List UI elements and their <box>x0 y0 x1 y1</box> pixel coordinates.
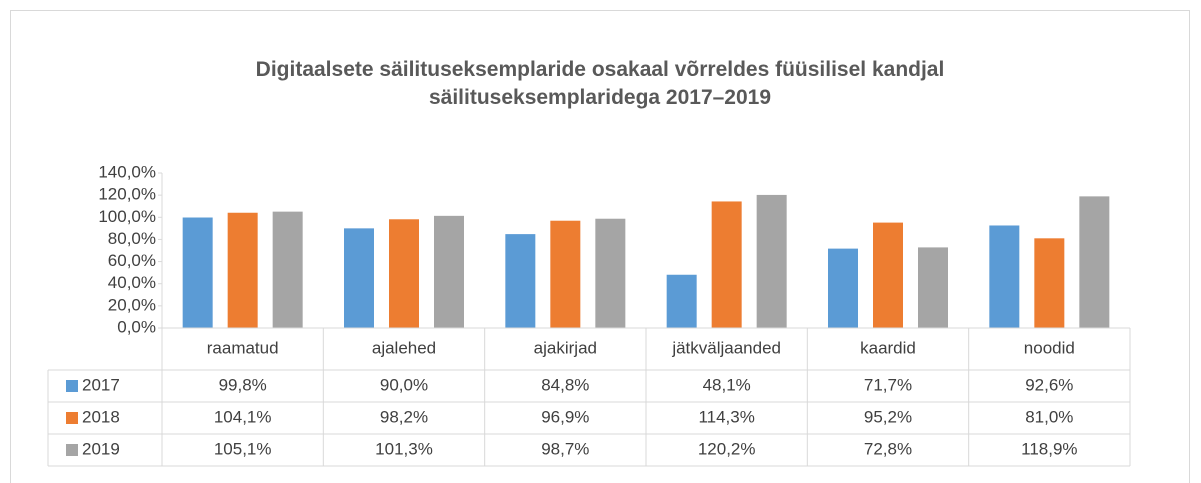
data-table-cell: 84,8% <box>541 375 589 394</box>
bar <box>1079 196 1110 328</box>
y-tick-label: 0,0% <box>117 317 156 336</box>
y-tick-label: 20,0% <box>108 295 156 314</box>
x-tick-label: jätkväljaanded <box>671 338 781 357</box>
bar <box>182 217 213 328</box>
bar <box>434 215 464 328</box>
data-table-cell: 92,6% <box>1025 375 1073 394</box>
data-table-cell: 98,2% <box>380 407 428 426</box>
bar <box>344 228 374 328</box>
legend-label: 2018 <box>82 407 120 426</box>
legend-key <box>66 412 78 424</box>
y-tick-label: 100,0% <box>98 207 156 226</box>
bar <box>711 201 742 328</box>
bar <box>550 220 581 328</box>
legend-label: 2019 <box>82 439 120 458</box>
bar <box>756 194 787 328</box>
chart-title: Digitaalsete säilituseksemplaride osakaa… <box>255 58 945 109</box>
data-table-cell: 81,0% <box>1025 407 1073 426</box>
bar <box>227 212 258 328</box>
bar <box>1034 238 1065 328</box>
data-table-cell: 120,2% <box>698 439 756 458</box>
bar <box>505 234 536 328</box>
legend-key <box>66 444 78 456</box>
x-tick-label: raamatud <box>207 338 279 357</box>
legend-key <box>66 380 78 392</box>
data-table-cell: 118,9% <box>1021 439 1077 458</box>
data-table-cell: 90,0% <box>380 375 428 394</box>
data-table-cell: 95,2% <box>864 407 912 426</box>
bar <box>873 222 903 328</box>
bar <box>595 218 626 328</box>
bar <box>272 211 303 328</box>
x-tick-label: ajakirjad <box>534 338 597 357</box>
chart-border <box>10 10 1190 483</box>
legend-label: 2017 <box>82 375 120 394</box>
y-tick-label: 40,0% <box>108 273 156 292</box>
bar <box>828 248 858 328</box>
bar <box>918 247 948 328</box>
data-table-cell: 105,1% <box>214 439 272 458</box>
data-table-cell: 71,7% <box>864 375 912 394</box>
data-table-cell: 72,8% <box>864 439 912 458</box>
data-table-cell: 99,8% <box>219 375 267 394</box>
data-table-cell: 48,1% <box>703 375 751 394</box>
x-tick-label: kaardid <box>860 338 916 357</box>
y-tick-label: 120,0% <box>98 185 156 204</box>
y-tick-label: 140,0% <box>98 162 156 181</box>
y-tick-label: 80,0% <box>108 229 156 248</box>
data-table-cell: 101,3% <box>375 439 433 458</box>
y-tick-label: 60,0% <box>108 251 156 270</box>
data-table-cell: 104,1% <box>214 407 272 426</box>
bar <box>389 219 419 328</box>
bar <box>666 274 697 328</box>
data-table-cell: 98,7% <box>541 439 589 458</box>
x-tick-label: ajalehed <box>372 338 436 357</box>
data-table-cell: 96,9% <box>541 407 589 426</box>
data-table-cell: 114,3% <box>698 407 754 426</box>
x-tick-label: noodid <box>1024 338 1075 357</box>
bar <box>989 225 1020 328</box>
